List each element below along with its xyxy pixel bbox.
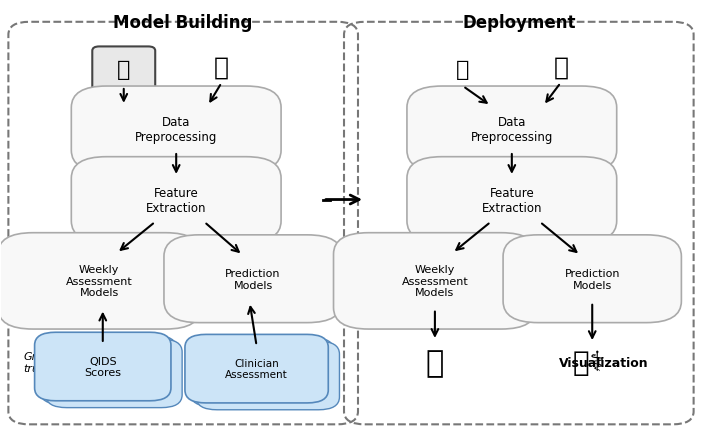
Text: Feature
Extraction: Feature Extraction bbox=[146, 186, 206, 214]
Text: Deployment: Deployment bbox=[462, 14, 576, 32]
FancyBboxPatch shape bbox=[40, 336, 176, 404]
FancyBboxPatch shape bbox=[92, 47, 155, 92]
Text: 🖥️: 🖥️ bbox=[426, 348, 444, 377]
Text: 👨‍⚕️: 👨‍⚕️ bbox=[573, 348, 604, 376]
Text: Data
Preprocessing: Data Preprocessing bbox=[470, 116, 553, 144]
Text: Prediction
Models: Prediction Models bbox=[564, 268, 620, 290]
Text: Visualization: Visualization bbox=[559, 356, 648, 369]
Text: Clinician
Assessment: Clinician Assessment bbox=[225, 358, 288, 380]
FancyBboxPatch shape bbox=[503, 235, 682, 323]
FancyBboxPatch shape bbox=[196, 341, 340, 410]
FancyBboxPatch shape bbox=[407, 157, 616, 243]
Text: Weekly
Assessment
Models: Weekly Assessment Models bbox=[66, 264, 133, 298]
FancyBboxPatch shape bbox=[0, 233, 201, 329]
Text: ⌚: ⌚ bbox=[214, 55, 229, 80]
FancyBboxPatch shape bbox=[164, 235, 343, 323]
Text: QIDS
Scores: QIDS Scores bbox=[84, 356, 121, 378]
FancyBboxPatch shape bbox=[407, 87, 616, 172]
Text: Model Building: Model Building bbox=[114, 14, 253, 32]
FancyBboxPatch shape bbox=[34, 332, 171, 401]
Text: Prediction
Models: Prediction Models bbox=[225, 268, 281, 290]
FancyBboxPatch shape bbox=[190, 338, 334, 406]
Text: Ground
truth: Ground truth bbox=[24, 352, 65, 373]
FancyBboxPatch shape bbox=[46, 339, 182, 408]
Text: Data
Preprocessing: Data Preprocessing bbox=[135, 116, 218, 144]
Text: 📱: 📱 bbox=[117, 60, 131, 80]
FancyBboxPatch shape bbox=[333, 233, 536, 329]
Text: Weekly
Assessment
Models: Weekly Assessment Models bbox=[402, 264, 468, 298]
FancyBboxPatch shape bbox=[185, 335, 329, 403]
FancyBboxPatch shape bbox=[72, 157, 281, 243]
FancyBboxPatch shape bbox=[72, 87, 281, 172]
Text: 📱: 📱 bbox=[456, 60, 470, 80]
Text: Feature
Extraction: Feature Extraction bbox=[482, 186, 542, 214]
Text: ⌚: ⌚ bbox=[553, 55, 568, 80]
